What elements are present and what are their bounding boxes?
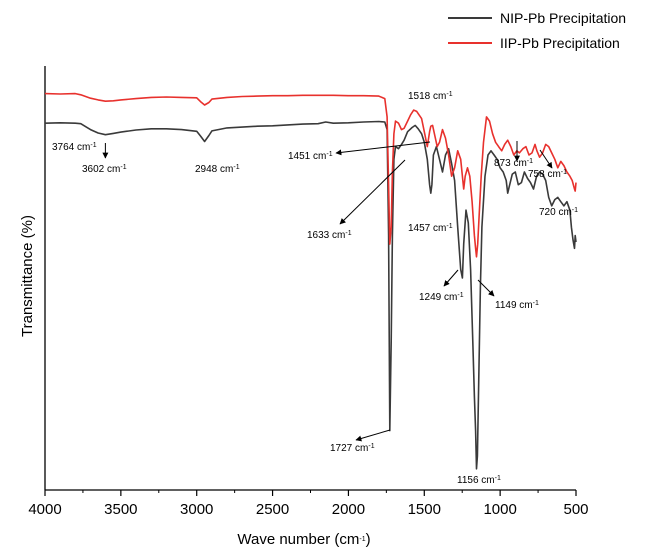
peak-arrow-758	[539, 149, 553, 169]
legend: NIP-Pb Precipitation IIP-Pb Precipitatio…	[448, 10, 626, 51]
peak-label-1149: 1149 cm-1	[495, 300, 539, 312]
x-axis-title-main: Wave number (cm	[237, 531, 359, 548]
axes-frame	[44, 66, 576, 491]
series-lines	[44, 92, 577, 470]
peak-label-1633: 1633 cm-1	[307, 230, 352, 242]
legend-label-iip: IIP-Pb Precipitation	[500, 35, 620, 51]
peak-label-1451: 1451 cm-1	[288, 151, 333, 163]
y-axis-title: Transmittance (%)	[19, 215, 36, 337]
peak-label-1518: 1518 cm-1	[408, 91, 453, 103]
peak-label-758: 758 cm-1	[528, 169, 567, 181]
peak-arrow-1633	[339, 159, 406, 225]
x-axis-title-tail: )	[366, 531, 371, 548]
x-tick-label: 3500	[104, 501, 137, 518]
x-tick-label: 2500	[256, 501, 289, 518]
peak-label-1457: 1457 cm-1	[408, 223, 453, 235]
x-tick-label: 1500	[408, 501, 441, 518]
peak-arrow-1249	[443, 269, 459, 287]
x-tick-label: 500	[563, 501, 588, 518]
peak-label-873: 873 cm-1	[494, 158, 533, 170]
x-tick-label: 4000	[28, 501, 61, 518]
peak-label-3602: 3602 cm-1	[82, 164, 127, 176]
x-axis-title: Wave number (cm-1)	[237, 531, 370, 548]
x-axis-ticks: 4000 3500 3000 2500 2000 1500 1000 500	[28, 490, 589, 518]
x-tick-label: 1000	[483, 501, 516, 518]
peak-label-3764: 3764 cm-1	[52, 142, 97, 154]
series-line-iip	[44, 92, 577, 258]
legend-label-nip: NIP-Pb Precipitation	[500, 10, 626, 26]
peak-arrow-1727	[355, 429, 391, 442]
x-tick-label: 3000	[180, 501, 213, 518]
peak-arrow-1451	[335, 141, 431, 156]
peak-label-1156: 1156 cm-1	[457, 475, 501, 487]
peak-label-720: 720 cm-1	[539, 207, 578, 219]
peak-annotations: 3764 cm-1 3602 cm-1 2948 cm-1 1451 cm-1 1518…	[52, 91, 578, 487]
peak-label-2948: 2948 cm-1	[195, 164, 240, 176]
x-axis-title-sup: -1	[359, 536, 365, 543]
series-line-nip	[44, 120, 577, 470]
peak-label-1727: 1727 cm-1	[330, 443, 375, 455]
peak-label-1249: 1249 cm-1	[419, 292, 464, 304]
x-tick-label: 2000	[332, 501, 365, 518]
peak-arrow-1149	[477, 279, 495, 297]
